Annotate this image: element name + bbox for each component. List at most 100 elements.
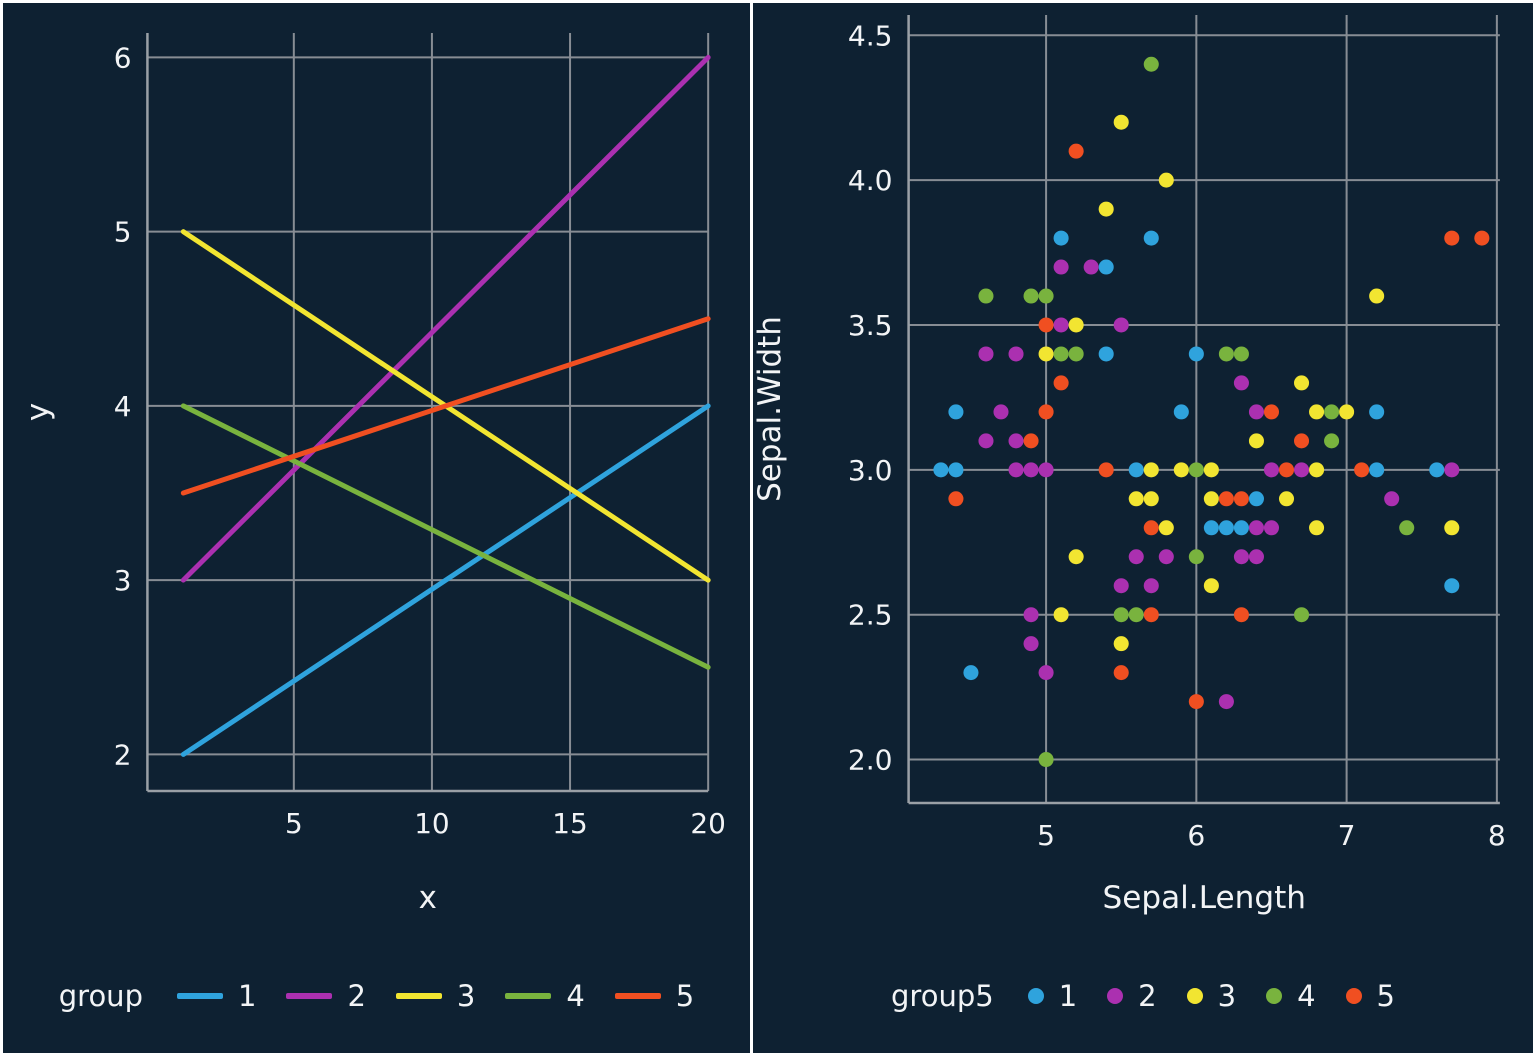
y-tick-label: 4 bbox=[114, 390, 132, 423]
data-point bbox=[1038, 317, 1054, 333]
y-tick-label: 4.5 bbox=[848, 19, 893, 52]
legend-label: 2 bbox=[347, 979, 366, 1013]
data-point bbox=[1128, 491, 1144, 507]
data-point bbox=[1188, 549, 1204, 565]
legend-item: 4 bbox=[1266, 979, 1316, 1013]
y-tick-label: 2 bbox=[114, 738, 132, 771]
data-point bbox=[1203, 520, 1219, 536]
legend-line-key-icon bbox=[286, 993, 333, 999]
data-point bbox=[1369, 288, 1385, 304]
data-point bbox=[1233, 549, 1249, 565]
data-point bbox=[1188, 694, 1204, 710]
legend-item: 5 bbox=[614, 979, 694, 1013]
data-point bbox=[1068, 549, 1084, 565]
data-point bbox=[1113, 317, 1129, 333]
y-tick-label: 3 bbox=[114, 564, 132, 597]
data-point bbox=[1248, 520, 1264, 536]
data-point bbox=[978, 346, 994, 362]
data-point bbox=[1444, 578, 1460, 594]
x-tick-label: 7 bbox=[1338, 819, 1356, 852]
data-point bbox=[1038, 462, 1054, 478]
legend-line-key-icon bbox=[505, 993, 552, 999]
data-point bbox=[1218, 346, 1234, 362]
legend-line-key-icon bbox=[395, 993, 442, 999]
legend-items: 1 2 3 4 5 bbox=[1027, 979, 1395, 1013]
data-point bbox=[933, 462, 949, 478]
data-point bbox=[1354, 462, 1370, 478]
data-point bbox=[1248, 491, 1264, 507]
legend-label: 4 bbox=[566, 979, 585, 1013]
data-point bbox=[978, 288, 994, 304]
data-point bbox=[1278, 491, 1295, 507]
data-point bbox=[1128, 462, 1144, 478]
legend-item: 2 bbox=[286, 979, 366, 1013]
legend-label: 1 bbox=[1058, 979, 1078, 1013]
data-point bbox=[1399, 520, 1415, 536]
data-point bbox=[1233, 346, 1249, 362]
data-point bbox=[1188, 346, 1204, 362]
data-point bbox=[1023, 462, 1039, 478]
data-point bbox=[1113, 114, 1129, 130]
scatter-chart-panel: 5 6 7 8 2.0 2.5 3.0 3.5 4.0 4.5 Sepal.Length Sepal.… bbox=[753, 3, 1533, 1053]
data-point bbox=[1143, 578, 1159, 594]
data-point bbox=[948, 491, 964, 507]
data-point bbox=[1128, 607, 1144, 623]
x-axis-label: x bbox=[419, 880, 437, 916]
y-tick-label: 4.0 bbox=[848, 164, 893, 197]
legend-item: 1 bbox=[1027, 979, 1078, 1013]
data-point bbox=[1008, 462, 1024, 478]
data-point bbox=[1113, 607, 1129, 623]
data-point bbox=[1158, 520, 1174, 536]
data-point bbox=[1143, 56, 1159, 72]
data-point bbox=[1324, 433, 1340, 449]
legend-label: 4 bbox=[1297, 979, 1316, 1013]
data-point bbox=[1038, 346, 1054, 362]
data-point bbox=[1158, 549, 1174, 565]
data-point bbox=[1263, 520, 1280, 536]
data-point bbox=[1248, 433, 1264, 449]
data-point bbox=[1233, 607, 1249, 623]
legend-label: 1 bbox=[237, 979, 257, 1013]
y-tick-label: 3.5 bbox=[848, 309, 893, 342]
y-tick-label: 5 bbox=[114, 216, 132, 249]
data-point bbox=[1203, 578, 1219, 594]
legend-dot-key-icon bbox=[1266, 988, 1283, 1004]
data-point bbox=[1278, 462, 1295, 478]
data-point bbox=[1098, 259, 1114, 275]
line-chart: 5 10 15 20 2 3 4 5 6 x y bbox=[20, 33, 726, 916]
x-tick-label: 8 bbox=[1488, 819, 1506, 852]
data-point bbox=[1038, 288, 1054, 304]
data-point bbox=[1203, 491, 1219, 507]
data-point bbox=[1429, 462, 1445, 478]
data-point bbox=[1068, 317, 1084, 333]
data-point bbox=[1083, 259, 1099, 275]
data-point bbox=[1023, 636, 1039, 652]
x-axis-label: Sepal.Length bbox=[1102, 880, 1306, 916]
legend-line-key-icon bbox=[176, 993, 223, 999]
scatter-chart: 5 6 7 8 2.0 2.5 3.0 3.5 4.0 4.5 Sepal.Length Sepal.… bbox=[753, 15, 1506, 916]
data-point bbox=[1263, 462, 1280, 478]
data-point bbox=[1248, 404, 1264, 420]
x-tick-label: 15 bbox=[552, 807, 587, 840]
line-series-1 bbox=[180, 403, 711, 757]
data-point bbox=[1143, 520, 1159, 536]
data-point bbox=[1143, 491, 1159, 507]
data-point bbox=[1173, 462, 1189, 478]
data-point bbox=[1098, 201, 1114, 217]
legend-label: 3 bbox=[456, 979, 476, 1013]
x-tick-label: 5 bbox=[1037, 819, 1055, 852]
data-point bbox=[1324, 404, 1340, 420]
legend-item: 2 bbox=[1107, 979, 1157, 1013]
data-point bbox=[1113, 578, 1129, 594]
data-point bbox=[993, 404, 1009, 420]
data-point bbox=[1384, 491, 1400, 507]
data-point bbox=[1444, 462, 1460, 478]
data-point bbox=[1128, 549, 1144, 565]
data-point bbox=[1444, 230, 1460, 246]
data-point bbox=[1294, 462, 1310, 478]
legend-item: 4 bbox=[505, 979, 585, 1013]
legend-items: 1 2 3 4 5 bbox=[176, 979, 694, 1013]
data-point bbox=[1053, 317, 1069, 333]
data-point bbox=[1113, 636, 1129, 652]
